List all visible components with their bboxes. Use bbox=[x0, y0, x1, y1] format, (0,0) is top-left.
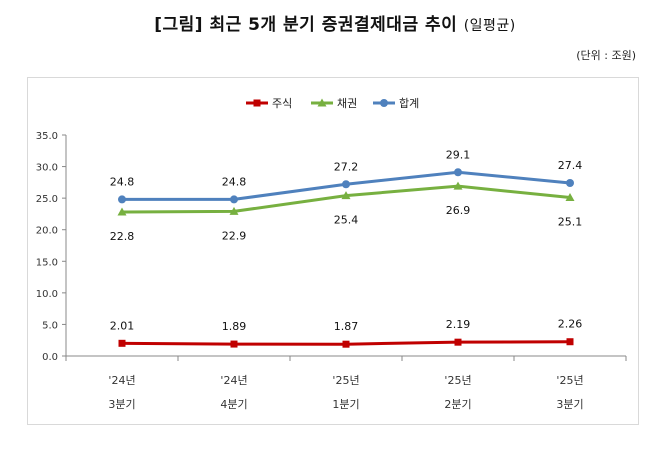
data-label-0: 2.01 bbox=[110, 319, 135, 332]
x-tick-label-quarter: 2분기 bbox=[444, 398, 471, 411]
y-tick-label: 5.0 bbox=[42, 320, 58, 331]
data-label-2: 27.2 bbox=[334, 160, 359, 173]
data-point-0 bbox=[454, 338, 462, 346]
x-tick-label-quarter: 4분기 bbox=[220, 398, 247, 411]
y-tick-label: 10.0 bbox=[36, 289, 58, 300]
data-point-1 bbox=[117, 207, 127, 216]
data-point-1 bbox=[229, 206, 239, 215]
x-tick-label-year: '25년 bbox=[556, 374, 583, 387]
data-label-0: 2.19 bbox=[446, 318, 471, 331]
data-point-2 bbox=[118, 195, 126, 204]
data-label-2: 24.8 bbox=[110, 175, 135, 188]
legend-swatch-marker-0 bbox=[253, 99, 261, 107]
chart-frame bbox=[27, 77, 639, 425]
data-label-0: 2.26 bbox=[558, 318, 583, 331]
legend-label-2: 합계 bbox=[399, 97, 419, 110]
data-point-2 bbox=[230, 195, 238, 204]
y-tick-label: 30.0 bbox=[36, 163, 58, 174]
y-tick-label: 0.0 bbox=[42, 352, 58, 363]
data-point-0 bbox=[566, 338, 574, 346]
x-tick-label-year: '24년 bbox=[108, 374, 135, 387]
data-label-0: 1.89 bbox=[222, 320, 247, 333]
data-label-2: 24.8 bbox=[222, 175, 247, 188]
data-label-1: 25.4 bbox=[334, 214, 359, 227]
x-tick-label-quarter: 3분기 bbox=[556, 398, 583, 411]
data-label-2: 27.4 bbox=[558, 159, 583, 172]
data-label-0: 1.87 bbox=[334, 320, 359, 333]
y-tick-label: 35.0 bbox=[36, 131, 58, 142]
chart-title-text: [그림] 최근 5개 분기 증권결제대금 추이 bbox=[154, 15, 458, 35]
y-tick-label: 25.0 bbox=[36, 194, 58, 205]
chart-subtitle: (일평균) bbox=[463, 18, 516, 34]
data-point-0 bbox=[230, 340, 238, 348]
data-label-1: 26.9 bbox=[446, 204, 471, 217]
x-tick-label-year: '25년 bbox=[332, 374, 359, 387]
data-label-1: 22.8 bbox=[110, 230, 135, 243]
legend-swatch-marker-1 bbox=[317, 98, 327, 107]
data-label-1: 22.9 bbox=[222, 229, 247, 242]
y-tick-label: 20.0 bbox=[36, 226, 58, 237]
data-label-2: 29.1 bbox=[446, 148, 471, 161]
data-point-1 bbox=[565, 193, 575, 202]
data-point-0 bbox=[118, 339, 126, 347]
data-label-1: 25.1 bbox=[558, 216, 583, 229]
chart-title: [그림] 최근 5개 분기 증권결제대금 추이 (일평균) bbox=[0, 10, 670, 35]
data-point-1 bbox=[453, 181, 463, 190]
x-tick-label-quarter: 1분기 bbox=[332, 398, 359, 411]
legend-label-0: 주식 bbox=[272, 97, 292, 110]
data-point-0 bbox=[342, 340, 350, 348]
data-point-2 bbox=[454, 168, 462, 177]
legend-label-1: 채권 bbox=[337, 97, 357, 110]
x-tick-label-year: '25년 bbox=[444, 374, 471, 387]
unit-note: (단위 : 조원) bbox=[576, 49, 636, 62]
x-tick-label-quarter: 3분기 bbox=[108, 398, 135, 411]
data-point-2 bbox=[566, 178, 574, 187]
x-tick-label-year: '24년 bbox=[220, 374, 247, 387]
data-point-2 bbox=[342, 180, 350, 189]
data-point-1 bbox=[341, 191, 351, 200]
legend-swatch-marker-2 bbox=[380, 99, 388, 107]
y-tick-label: 15.0 bbox=[36, 257, 58, 268]
